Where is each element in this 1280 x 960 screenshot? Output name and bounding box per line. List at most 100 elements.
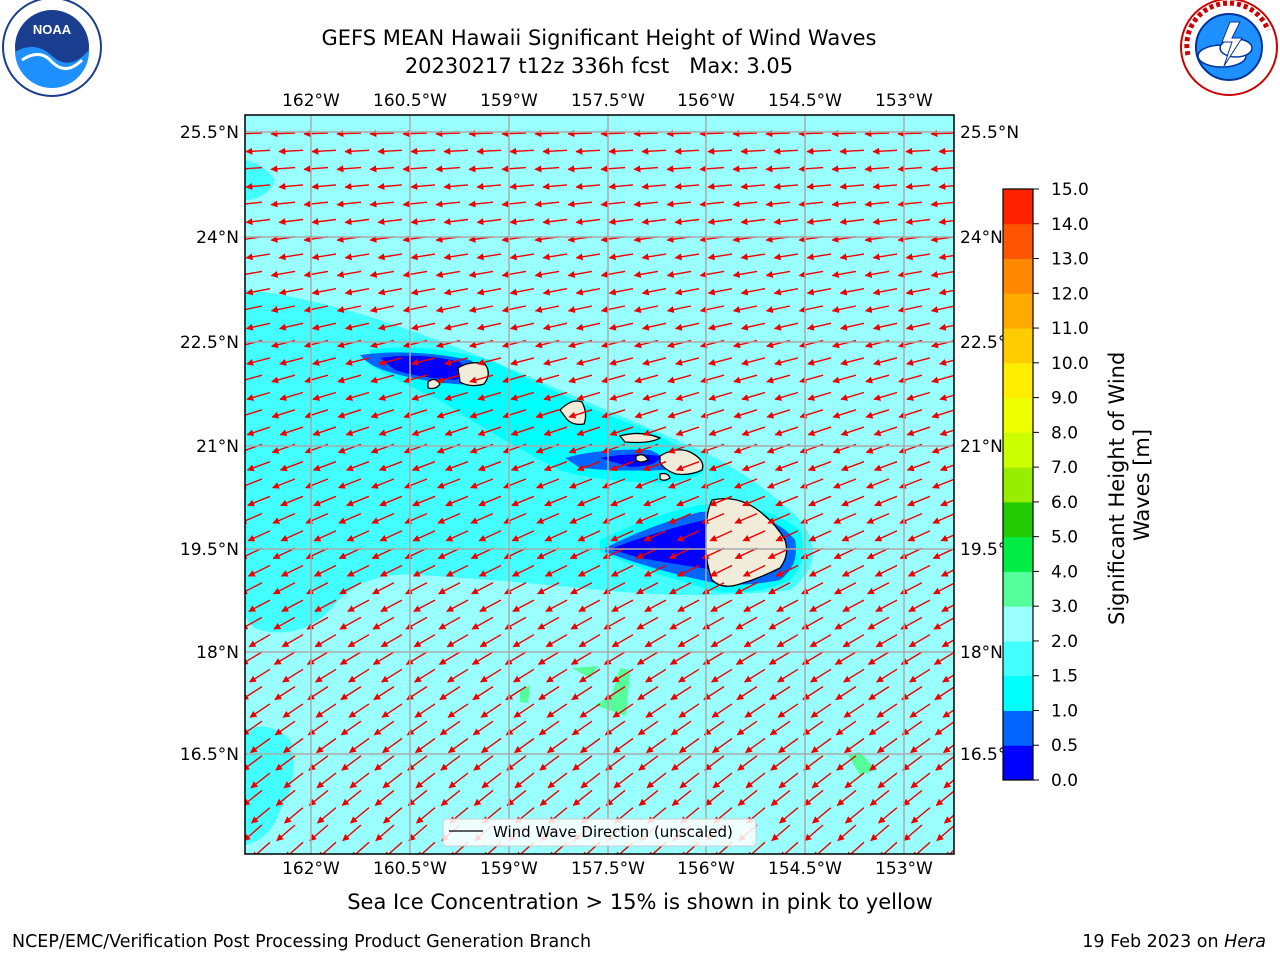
wave-direction-arrow (939, 464, 954, 472)
wave-direction-arrow (315, 737, 337, 754)
wave-direction-arrow (342, 824, 362, 842)
colorbar-tick-label: 13.0 (1051, 250, 1089, 270)
wave-direction-arrow (468, 130, 494, 138)
wave-direction-arrow (778, 772, 799, 789)
wave-direction-arrow (411, 357, 436, 366)
wave-direction-arrow (542, 253, 568, 261)
colorbar-tick-label: 2.0 (1051, 632, 1078, 652)
wave-direction-arrow (404, 547, 428, 560)
wave-direction-arrow (600, 270, 626, 278)
wave-direction-arrow (245, 789, 263, 806)
wave-direction-arrow (645, 703, 667, 718)
wave-direction-arrow (840, 461, 865, 472)
colorbar-segment (1003, 710, 1033, 746)
wave-direction-arrow (601, 374, 626, 384)
wave-direction-arrow (633, 305, 659, 314)
wave-direction-arrow (250, 772, 271, 789)
lon-tick-label-bottom: 159°W (480, 859, 538, 879)
wave-direction-arrow (570, 582, 593, 595)
wave-direction-arrow (534, 200, 560, 208)
wave-direction-arrow (811, 772, 832, 789)
wave-direction-arrow (736, 720, 758, 736)
wave-direction-arrow (578, 634, 601, 648)
wave-direction-arrow (867, 651, 890, 665)
wave-direction-arrow (477, 426, 502, 437)
wave-direction-arrow (468, 270, 494, 278)
noaa-logo-text: NOAA (33, 22, 72, 37)
wave-direction-arrow (308, 755, 329, 771)
wave-direction-arrow (710, 634, 733, 648)
wave-direction-arrow (509, 253, 535, 261)
wave-direction-arrow (711, 703, 733, 718)
colorbar-segment (1003, 397, 1033, 433)
lat-tick-label-right: 25.5°N (960, 123, 1019, 143)
lat-tick-label-left: 24°N (196, 228, 239, 248)
wave-direction-arrow (678, 668, 700, 683)
wave-direction-arrow (245, 651, 263, 665)
wave-direction-arrow (336, 165, 362, 173)
wave-direction-arrow (809, 599, 832, 613)
wave-direction-arrow (576, 461, 601, 472)
wave-direction-arrow (674, 288, 700, 296)
wave-direction-arrow (308, 789, 329, 806)
wave-direction-arrow (875, 599, 898, 613)
wave-direction-arrow (806, 322, 832, 331)
wave-direction-arrow (867, 582, 890, 595)
wave-direction-arrow (577, 564, 601, 577)
wave-direction-arrow (381, 703, 403, 718)
wave-direction-arrow (248, 634, 271, 648)
wave-direction-arrow (841, 564, 865, 577)
wave-direction-arrow (478, 564, 502, 577)
wave-direction-arrow (935, 790, 954, 806)
wave-direction-arrow (901, 686, 923, 701)
wave-direction-arrow (377, 218, 403, 226)
wave-direction-arrow (907, 495, 931, 507)
colorbar-label: Significant Height of Wind Waves [m] (1105, 345, 1154, 625)
wave-direction-arrow (567, 165, 593, 173)
wave-direction-arrow (413, 634, 436, 648)
wave-direction-arrow (544, 530, 568, 542)
wave-direction-arrow (633, 130, 659, 138)
wave-direction-arrow (303, 305, 329, 314)
wave-direction-arrow (932, 478, 954, 489)
wave-direction-arrow (932, 547, 954, 560)
wave-direction-arrow (638, 789, 659, 806)
wave-direction-arrow (580, 772, 601, 789)
wave-direction-arrow (570, 616, 593, 630)
wave-direction-arrow (876, 703, 898, 718)
wave-direction-arrow (940, 534, 954, 542)
wave-direction-arrow (478, 530, 502, 542)
wave-direction-arrow (807, 461, 832, 472)
wave-direction-arrow (667, 409, 692, 419)
wave-direction-arrow (635, 478, 659, 489)
wave-direction-arrow (905, 322, 931, 331)
wave-direction-arrow (774, 357, 799, 366)
wave-direction-arrow (280, 564, 304, 577)
wave-direction-arrow (438, 616, 461, 630)
wave-direction-arrow (369, 130, 395, 138)
colorbar-label-line2: Waves [m] (1130, 429, 1154, 541)
wave-direction-arrow (840, 391, 865, 401)
wave-direction-arrow (414, 668, 436, 683)
wave-direction-arrow (510, 391, 535, 401)
colorbar-tick-label: 0.5 (1051, 736, 1078, 756)
wave-direction-arrow (941, 604, 954, 613)
wave-direction-arrow (249, 668, 271, 683)
wave-direction-arrow (809, 634, 832, 648)
wave-direction-arrow (348, 668, 370, 683)
wave-direction-arrow (839, 253, 865, 261)
wave-direction-arrow (642, 391, 667, 401)
wave-direction-arrow (668, 547, 692, 560)
wave-direction-arrow (897, 270, 923, 278)
footer-credit: NCEP/EMC/Verification Post Processing Pr… (12, 932, 592, 952)
wave-direction-arrow (303, 270, 329, 278)
wave-direction-arrow (402, 305, 428, 314)
wave-direction-arrow (303, 130, 329, 138)
wave-direction-arrow (477, 391, 502, 401)
wave-direction-arrow (247, 530, 271, 542)
wave-direction-arrow (775, 495, 799, 507)
wave-direction-arrow (349, 807, 370, 824)
wave-direction-arrow (608, 147, 634, 155)
wave-direction-arrow (605, 755, 626, 771)
wave-direction-arrow (901, 720, 923, 736)
